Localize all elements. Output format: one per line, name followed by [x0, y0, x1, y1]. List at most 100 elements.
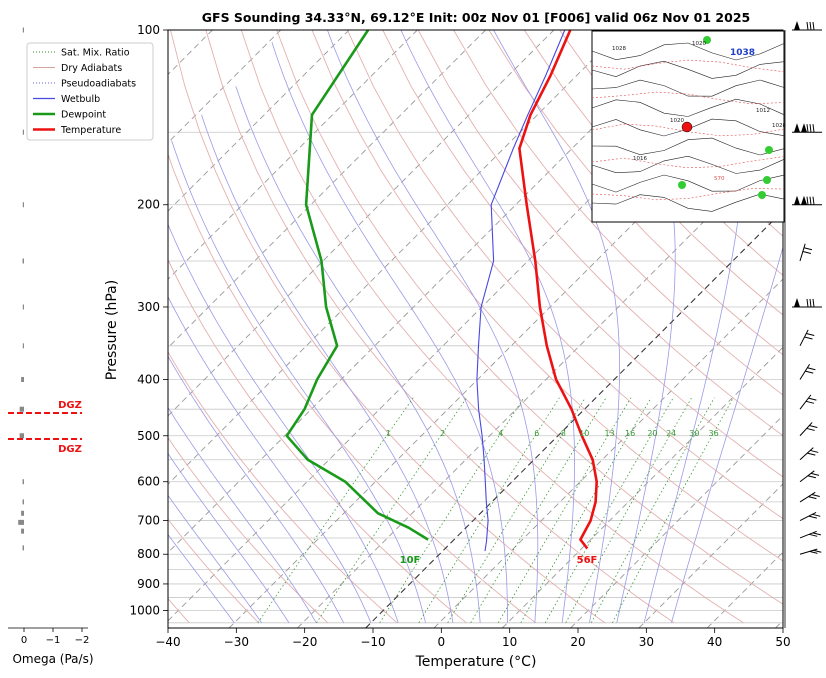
inset-isotherm [591, 91, 785, 105]
omega-tick-label: −1 [46, 635, 61, 646]
barb-staff [799, 394, 812, 410]
omega-bars [18, 27, 24, 551]
legend-label: Pseudoadiabats [61, 79, 136, 90]
barb-feather [804, 336, 813, 340]
wind-barb [792, 195, 822, 206]
wind-barb [792, 123, 822, 133]
barb-feather [812, 21, 815, 31]
dry-adiabat-line [382, 30, 783, 478]
barb-feather [806, 124, 809, 133]
omega-axis-label: Omega (Pa/s) [12, 652, 93, 666]
barb-feather [806, 427, 815, 431]
y-tick-label: 300 [137, 300, 160, 314]
barb-feather [809, 425, 818, 429]
wind-barb [799, 511, 821, 522]
mixing-ratio-label: 30 [689, 429, 699, 438]
legend-entries: Sat. Mix. Ratio Dry Adiabats Pseudoadiabat… [33, 48, 136, 136]
inset-location-marker [681, 121, 693, 133]
barb-feather [806, 21, 809, 31]
omega-bar [22, 202, 24, 208]
barb-feather [810, 449, 819, 453]
moist-adiabat-line [608, 30, 676, 623]
dry-adiabat-line [311, 30, 783, 562]
moist-adiabat-line [171, 140, 426, 623]
inset-pressure-label: 1020 [692, 41, 706, 47]
barb-feather [803, 247, 813, 251]
barb-feather [812, 532, 821, 536]
omega-bar [21, 510, 24, 516]
inset-contour [591, 60, 785, 79]
omega-bar [22, 545, 24, 551]
moist-adiabat-line [271, 42, 508, 623]
barb-feather [812, 298, 815, 308]
wind-barb [799, 548, 822, 555]
inset-pressure-label: 1028 [772, 123, 786, 129]
moist-adiabat-line [168, 533, 235, 624]
legend-box [26, 42, 154, 141]
mixing-ratio-label: 10 [579, 429, 589, 438]
x-tick-label: −30 [224, 635, 249, 649]
inset-map: 1038 1020 1020 1028 1016 1012 1028 570 [591, 30, 786, 223]
dry-adiabat-line [205, 30, 675, 624]
omega-axis-ticks: 0 −1 −2 [21, 628, 89, 646]
legend-label: Wetbulb [61, 94, 100, 105]
isotherm-line [297, 141, 783, 628]
dry-adiabat-line [523, 30, 783, 316]
x-tick-label: −20 [292, 635, 317, 649]
dry-adiabat-line [346, 30, 783, 520]
wind-barb [799, 422, 818, 437]
x-tick-label: −40 [155, 635, 180, 649]
surface-dewpoint-label: 10F [400, 555, 421, 566]
wind-barb [799, 329, 815, 347]
dgz-bottom-label: DGZ [58, 444, 82, 455]
mixing-ratio-label: 24 [666, 429, 676, 438]
dry-adiabat-line [276, 30, 783, 605]
barb-feather [807, 475, 817, 479]
series-wetbulb-line [476, 30, 566, 552]
barb-feather [812, 513, 821, 517]
legend: Sat. Mix. Ratio Dry Adiabats Pseudoadiabat… [26, 42, 154, 141]
barb-feather [809, 196, 812, 205]
barb-feather [809, 124, 812, 133]
mixing-ratio-line [612, 397, 734, 623]
barb-feather [809, 550, 818, 554]
y-axis-ticks: 100 200 300 400 500 600 700 800 900 1000 [129, 23, 168, 618]
omega-bar [19, 433, 24, 439]
y-tick-label: 700 [137, 514, 160, 528]
omega-bar [22, 343, 24, 349]
barb-feather [808, 515, 817, 519]
y-tick-label: 500 [137, 429, 160, 443]
barb-feather [805, 370, 814, 374]
inset-contour [591, 42, 785, 61]
isotherm-line [433, 278, 783, 628]
isotherm-line [168, 30, 623, 485]
moist-adiabat-line [327, 30, 539, 623]
barb-flag [794, 195, 800, 205]
isotherm-line [501, 346, 783, 628]
moist-adiabat-line [201, 114, 454, 623]
barb-staff [799, 363, 810, 380]
omega-bar [18, 519, 24, 525]
dry-adiabats [168, 30, 783, 624]
barb-staff [799, 422, 813, 437]
inset-contour [591, 174, 785, 193]
mixing-ratio-label: 1 [386, 429, 391, 438]
barb-staff [799, 329, 809, 347]
barb-staff [799, 511, 817, 522]
isotherm-line [570, 414, 783, 628]
x-tick-label: 50 [775, 635, 790, 649]
y-tick-label: 800 [137, 547, 160, 561]
wind-barbs [784, 21, 822, 628]
mixing-ratio-lines [257, 397, 734, 624]
dry-adiabat-line [453, 30, 783, 396]
inset-isotherm [591, 188, 785, 201]
barb-flag [794, 123, 800, 133]
barb-feather [810, 472, 820, 476]
moist-adiabat-line [168, 452, 290, 624]
barb-feather [807, 367, 816, 371]
x-tick-label: 20 [570, 635, 585, 649]
inset-precip [678, 181, 686, 189]
dry-adiabat-line [559, 30, 783, 276]
barb-feather [809, 533, 818, 537]
